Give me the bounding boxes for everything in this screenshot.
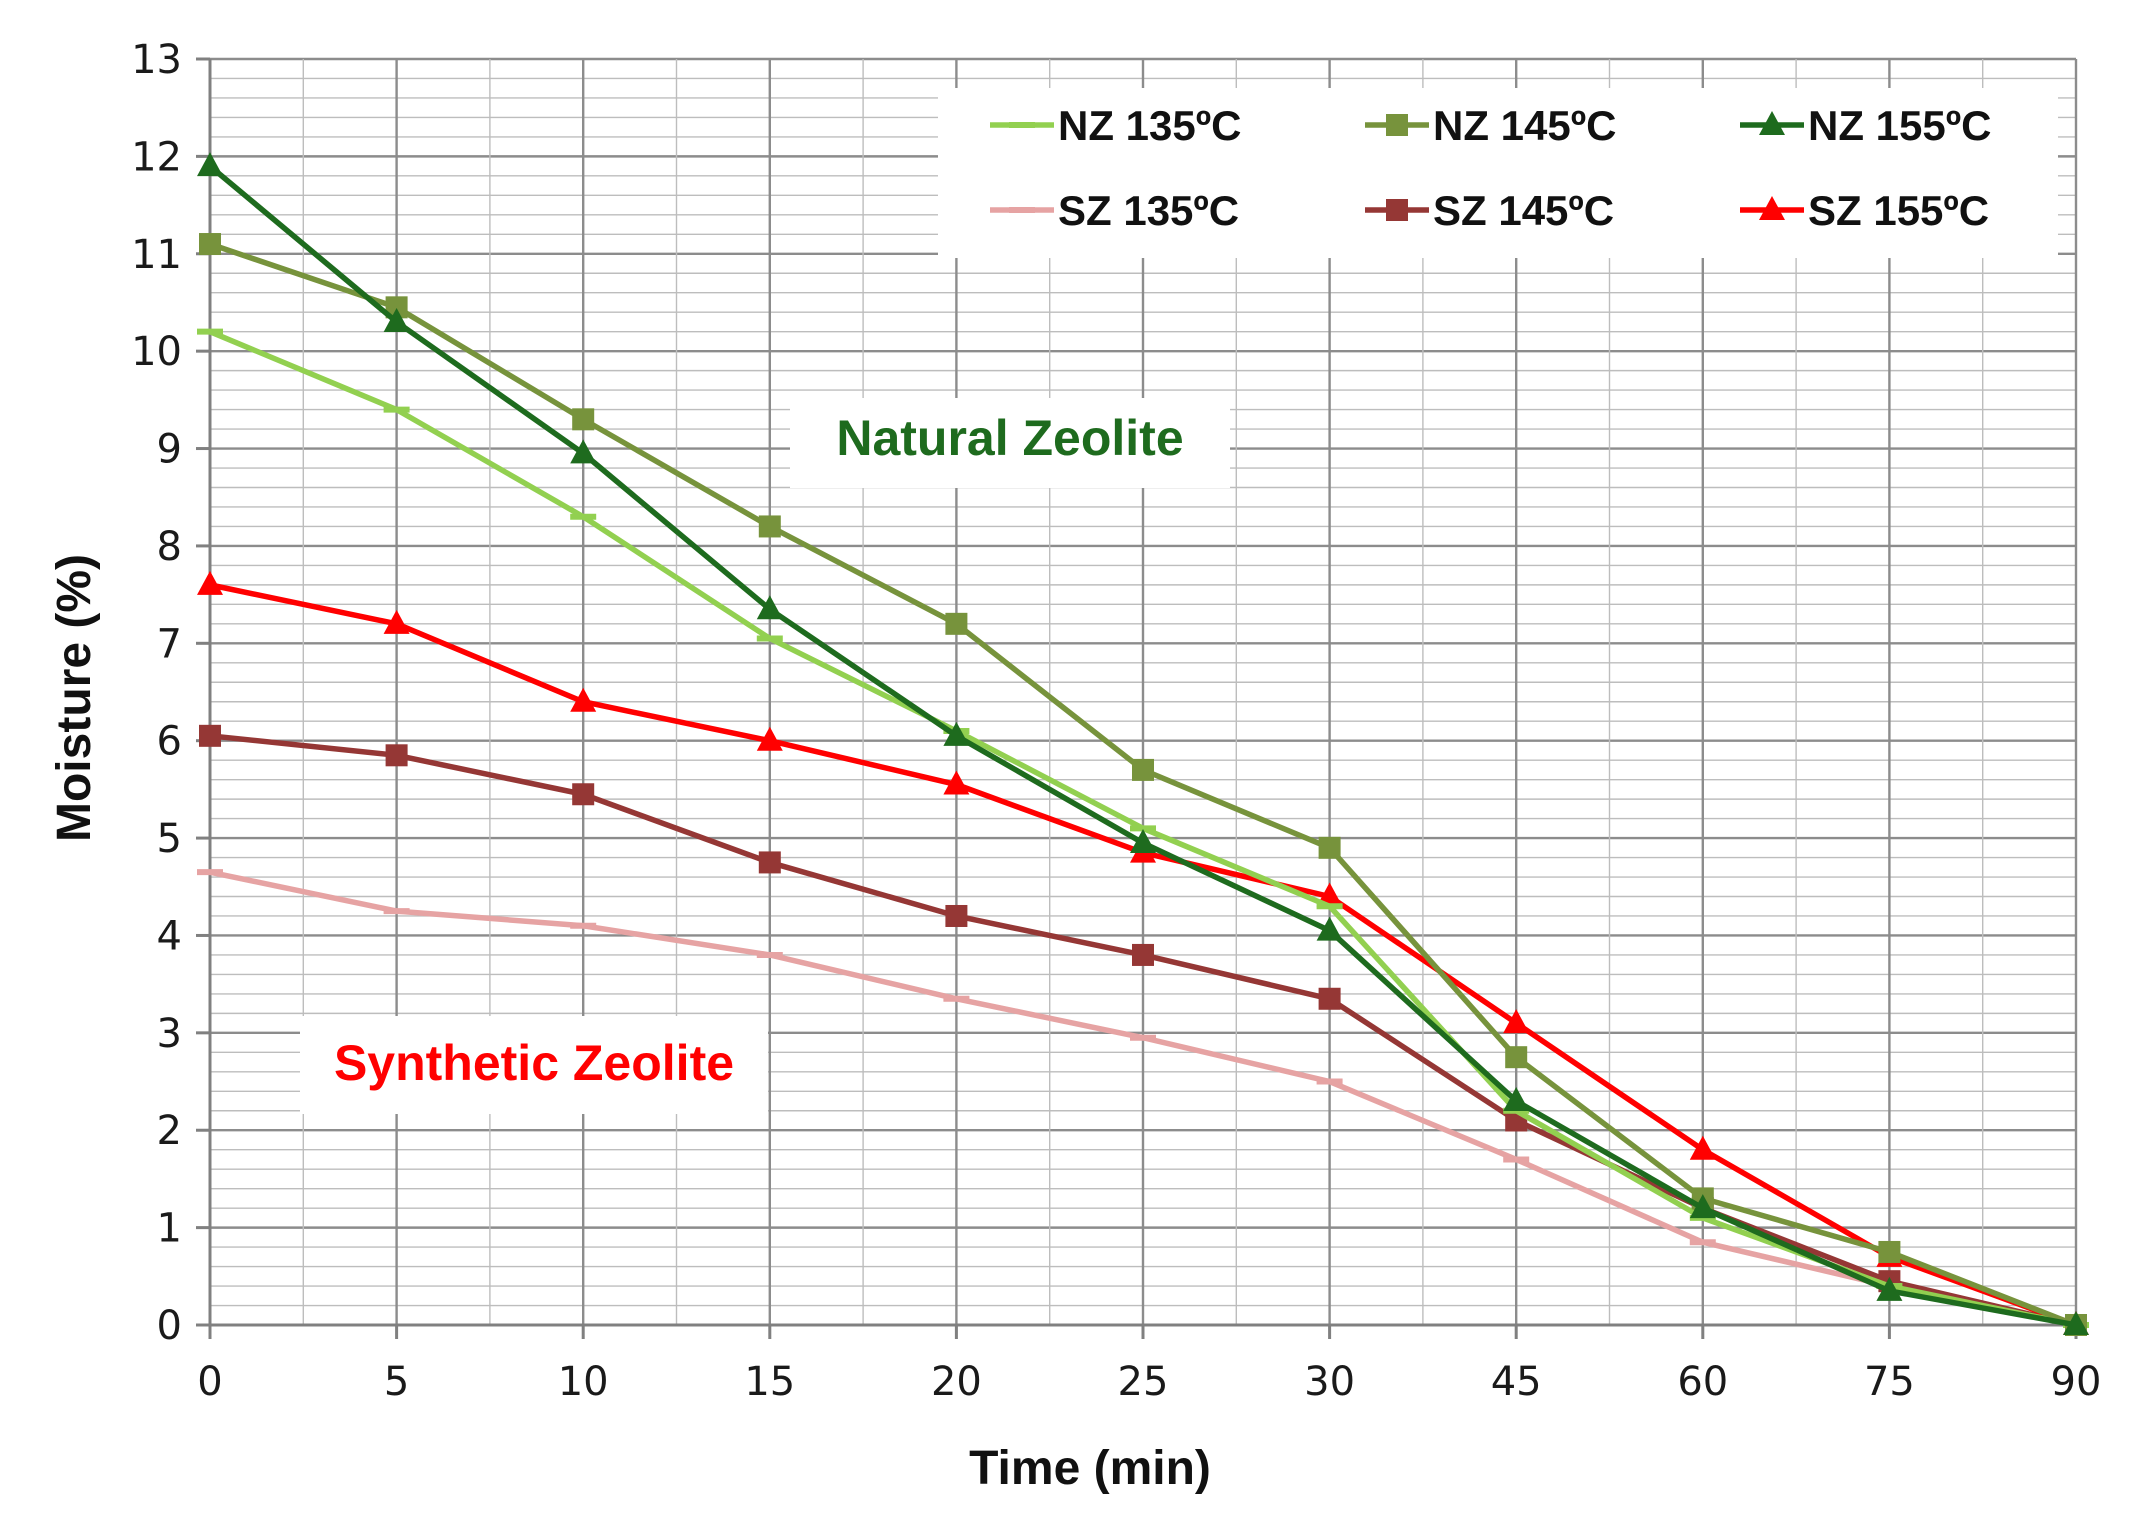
data-point-marker — [199, 233, 221, 256]
legend-label: SZ 145ºC — [1433, 187, 1614, 234]
series-sz-135-c — [197, 869, 2089, 1328]
annotation-synthetic-zeolite: Synthetic Zeolite — [300, 1016, 768, 1114]
data-point-marker — [1503, 1009, 1530, 1034]
legend-entry: SZ 135ºC — [990, 187, 1239, 234]
data-point-marker — [1689, 1194, 1716, 1219]
data-point-marker — [945, 904, 968, 927]
legend-entry: NZ 155ºC — [1740, 102, 1991, 149]
y-tick-label: 11 — [131, 232, 182, 278]
y-tick-label: 13 — [131, 37, 182, 83]
legend-label: NZ 135ºC — [1058, 102, 1241, 149]
data-point-marker — [572, 783, 595, 806]
data-point-marker — [2063, 1311, 2089, 1335]
data-point-marker — [1876, 1276, 1903, 1301]
legend: NZ 135ºC NZ 145ºC NZ 155ºC SZ 135ºC SZ 145ºC… — [938, 88, 2058, 258]
y-tick-label: 5 — [157, 816, 182, 862]
x-tick-labels: 0 5 10 15 20 25 30 45 60 75 90 — [197, 1359, 2101, 1405]
x-tick-label: 90 — [2051, 1359, 2102, 1405]
data-point-marker — [1316, 916, 1343, 941]
x-axis-title: Time (min) — [969, 1442, 1211, 1495]
data-point-marker — [758, 515, 781, 538]
data-point-marker — [197, 152, 223, 177]
data-point-marker — [943, 721, 970, 746]
legend-label: SZ 155ºC — [1808, 187, 1989, 234]
y-tick-label: 10 — [131, 329, 182, 375]
legend-entry: NZ 135ºC — [990, 102, 1241, 149]
x-tick-label: 75 — [1864, 1359, 1915, 1405]
legend-label: NZ 155ºC — [1808, 102, 1991, 149]
annotation-synthetic-zeolite-text: Synthetic Zeolite — [334, 1035, 734, 1091]
data-point-marker — [1132, 758, 1154, 781]
legend-entries: NZ 135ºC NZ 145ºC NZ 155ºC SZ 135ºC SZ 145ºC… — [990, 102, 1991, 234]
legend-background — [938, 88, 2058, 258]
data-point-marker — [943, 770, 970, 795]
x-tick-label: 60 — [1677, 1359, 1728, 1405]
x-tick-label: 30 — [1304, 1359, 1355, 1405]
legend-swatch-marker — [1759, 111, 1785, 135]
y-tick-label: 0 — [157, 1303, 182, 1349]
data-series — [197, 152, 2089, 1336]
data-point-marker — [1130, 828, 1156, 853]
x-tick-label: 25 — [1118, 1359, 1169, 1405]
data-point-marker — [385, 296, 408, 319]
data-point-marker — [1689, 1135, 1716, 1160]
y-tick-label: 7 — [157, 621, 182, 667]
data-point-marker — [570, 687, 597, 712]
data-point-marker — [570, 439, 597, 464]
data-point-marker — [385, 744, 408, 767]
legend-label: SZ 135ºC — [1058, 187, 1239, 234]
data-point-marker — [1132, 943, 1154, 966]
x-tick-label: 0 — [197, 1359, 222, 1405]
annotation-natural-zeolite-bg — [790, 398, 1230, 488]
data-point-marker — [1318, 836, 1341, 859]
legend-label: NZ 145ºC — [1433, 102, 1616, 149]
legend-swatch-marker — [1759, 196, 1785, 220]
data-point-marker — [383, 307, 410, 332]
y-tick-label: 4 — [157, 913, 182, 959]
annotation-natural-zeolite-text: Natural Zeolite — [836, 410, 1183, 466]
legend-entry: SZ 145ºC — [1365, 187, 1614, 234]
legend-entry: SZ 155ºC — [1740, 187, 1989, 234]
y-tick-label: 6 — [157, 719, 182, 765]
y-tick-label: 9 — [157, 427, 182, 473]
data-point-marker — [756, 726, 783, 751]
legend-entry: NZ 145ºC — [1365, 102, 1616, 149]
y-tick-label: 1 — [157, 1206, 182, 1252]
y-tick-label: 8 — [157, 524, 182, 570]
legend-swatch-marker — [1386, 199, 1408, 221]
data-point-marker — [945, 612, 968, 635]
data-point-marker — [756, 595, 783, 620]
data-point-marker — [758, 851, 781, 874]
data-point-marker — [1503, 1087, 1530, 1112]
y-axis-title: Moisture (%) — [48, 554, 101, 842]
data-point-marker — [199, 724, 221, 747]
data-point-marker — [1505, 1046, 1528, 1069]
x-tick-label: 10 — [558, 1359, 609, 1405]
data-point-marker — [572, 408, 595, 431]
series-nz-155-c — [197, 152, 2089, 1335]
data-point-marker — [197, 570, 223, 595]
legend-swatch-marker — [1386, 114, 1408, 136]
data-point-marker — [1878, 1240, 1901, 1263]
data-point-marker — [1316, 882, 1343, 907]
data-point-marker — [1318, 987, 1341, 1010]
annotation-synthetic-zeolite-bg — [300, 1016, 768, 1114]
y-tick-label: 12 — [131, 134, 182, 180]
x-tick-label: 20 — [931, 1359, 982, 1405]
y-tick-label: 2 — [157, 1108, 182, 1154]
data-point-marker — [383, 609, 410, 634]
x-tick-label: 15 — [744, 1359, 795, 1405]
x-tick-label: 45 — [1491, 1359, 1542, 1405]
annotation-natural-zeolite: Natural Zeolite — [790, 398, 1230, 488]
y-tick-label: 3 — [157, 1011, 182, 1057]
x-tick-label: 5 — [384, 1359, 409, 1405]
grid-lines — [208, 57, 2078, 1327]
